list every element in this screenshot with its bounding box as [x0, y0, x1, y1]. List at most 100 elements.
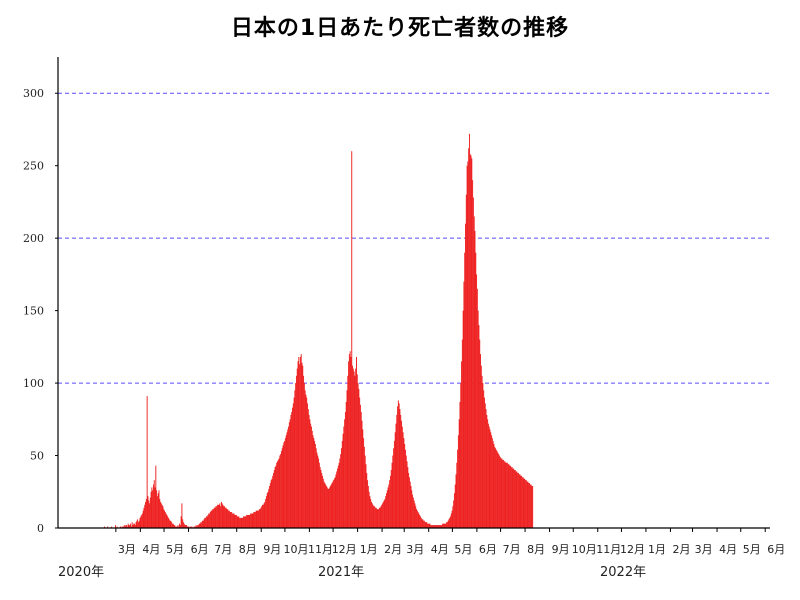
bar — [255, 510, 257, 528]
bar — [362, 429, 364, 528]
bar — [218, 504, 220, 528]
bar — [288, 422, 290, 528]
x-tick-label: 8月 — [527, 543, 545, 556]
bar — [448, 519, 450, 528]
bar — [508, 464, 510, 528]
bar — [149, 503, 150, 528]
bar — [148, 500, 150, 528]
bar — [368, 491, 370, 528]
bar — [273, 472, 275, 528]
bar — [104, 526, 105, 528]
bar — [341, 441, 343, 528]
bar — [324, 483, 326, 528]
bar — [393, 441, 395, 528]
bar — [265, 499, 267, 528]
bar — [332, 481, 334, 528]
bar — [435, 525, 437, 528]
bar — [215, 506, 217, 528]
bar — [453, 493, 455, 528]
bar — [216, 504, 218, 528]
bar — [468, 133, 470, 528]
bar — [521, 477, 523, 528]
bar — [199, 523, 201, 528]
bar — [400, 414, 402, 528]
bar — [491, 438, 493, 528]
bar — [416, 509, 417, 528]
bar — [396, 414, 398, 528]
bar — [224, 506, 226, 528]
bar — [379, 507, 381, 528]
x-tick-label: 6月 — [767, 543, 785, 556]
bar — [241, 517, 243, 528]
bar — [262, 504, 264, 528]
bar — [258, 510, 259, 528]
bar — [211, 510, 213, 528]
bar — [286, 432, 288, 528]
bar — [380, 506, 382, 528]
bar — [487, 423, 489, 528]
bar — [123, 525, 125, 528]
bar — [134, 523, 135, 528]
bar — [367, 485, 369, 528]
bar — [198, 523, 200, 528]
bar — [248, 514, 250, 528]
bar — [258, 509, 260, 528]
x-tick-label: 6月 — [479, 543, 497, 556]
bar — [431, 525, 433, 528]
bar — [312, 435, 314, 528]
bar — [228, 510, 229, 528]
bar — [237, 516, 239, 528]
bar — [232, 513, 234, 528]
bar — [344, 419, 346, 528]
bar — [410, 485, 412, 528]
bar — [386, 490, 388, 528]
bar — [472, 197, 474, 528]
bar — [352, 365, 354, 528]
bar — [530, 484, 532, 528]
bar — [497, 452, 499, 528]
bar — [269, 483, 271, 528]
bar — [290, 414, 292, 528]
bar — [284, 438, 286, 528]
bar — [470, 155, 472, 529]
bar — [186, 525, 188, 528]
bar — [390, 470, 392, 528]
bar — [327, 488, 329, 528]
y-tick-label: 200 — [23, 232, 44, 245]
bar — [314, 443, 316, 528]
bar — [280, 454, 282, 528]
bar — [154, 487, 156, 528]
bar — [159, 499, 161, 528]
bar — [478, 325, 480, 528]
bar — [160, 503, 162, 528]
bar — [422, 519, 424, 528]
bar — [519, 474, 521, 528]
bar — [132, 525, 134, 528]
year-labels: 2020年 2021年 2022年 — [58, 565, 646, 580]
bar — [515, 471, 517, 528]
x-tick-label: 10月 — [284, 543, 309, 556]
bar — [507, 464, 509, 528]
bar — [251, 513, 253, 528]
y-tick-label: 300 — [23, 87, 44, 100]
bar — [495, 448, 496, 528]
bar — [459, 401, 461, 528]
bar — [213, 507, 215, 528]
bar — [171, 523, 173, 528]
bar — [217, 504, 219, 528]
bar — [151, 487, 153, 528]
bar — [397, 400, 399, 528]
bar — [491, 435, 493, 528]
bar — [398, 403, 400, 528]
bar — [474, 230, 476, 528]
bar — [464, 252, 466, 528]
bar — [520, 475, 522, 528]
bar — [195, 525, 197, 528]
bar — [343, 426, 345, 528]
bar — [133, 523, 135, 528]
bar — [437, 525, 439, 528]
bar — [510, 465, 512, 528]
bar — [401, 426, 403, 528]
bar — [184, 525, 186, 528]
bar — [318, 458, 320, 528]
